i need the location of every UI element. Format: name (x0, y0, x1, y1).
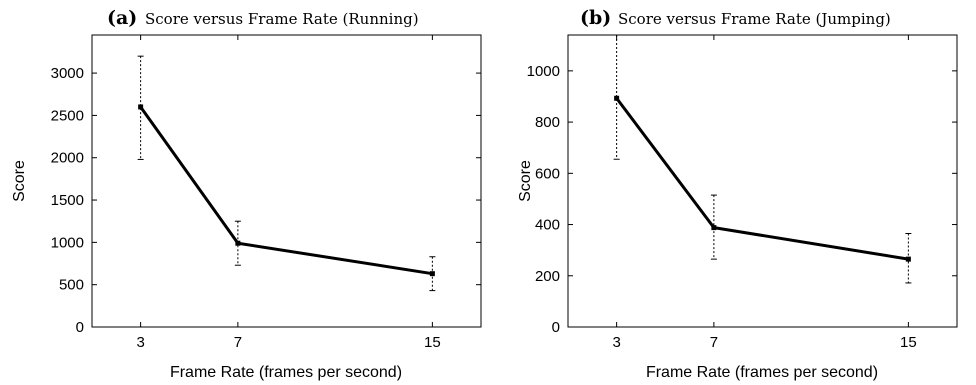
panel-a-series (137, 55, 436, 292)
panel-a-data-point (138, 104, 144, 110)
panel-b-y-tick-label: 0 (552, 319, 560, 336)
panel-b-series (613, 34, 912, 284)
panel-b-y-tick-label: 1000 (527, 63, 560, 80)
panel-a-running: (a) Score versus Frame Rate (Running) 0 5… (11, 7, 482, 381)
panel-b-x-tick-label: 7 (710, 334, 718, 351)
panel-a-y-axis-label: Score (11, 160, 28, 202)
panel-b-y-axis-label: Score (517, 160, 534, 202)
panel-b-x-axis-label: Frame Rate (frames per second) (646, 364, 878, 381)
panel-b-letter: (b) (580, 7, 611, 29)
panel-b-data-point (711, 225, 717, 231)
panel-a-y-tick-label: 2500 (51, 107, 84, 124)
panel-b-y-axis: 0 200 400 600 800 1000 (527, 63, 957, 336)
panel-a-x-tick-label: 7 (234, 334, 242, 351)
panel-a-x-tick-label: 15 (424, 334, 441, 351)
panel-b-jumping: (b) Score versus Frame Rate (Jumping) 0 2… (517, 7, 958, 381)
panel-a-x-tick-label: 3 (136, 334, 144, 351)
panel-b-y-tick-label: 600 (535, 165, 560, 182)
panel-a-y-tick-label: 3000 (51, 65, 84, 82)
panel-b-y-tick-label: 200 (535, 268, 560, 285)
panel-a-series-line (139, 106, 433, 276)
panel-a-y-tick-label: 500 (59, 277, 84, 294)
panel-b-y-tick-label: 800 (535, 114, 560, 131)
panel-a-y-tick-label: 2000 (51, 150, 84, 167)
panel-b-x-tick-label: 15 (900, 334, 917, 351)
panel-a-title: Score versus Frame Rate (Running) (145, 10, 419, 28)
panel-a-y-tick-label: 1500 (51, 192, 84, 209)
panel-a-data-point (429, 271, 435, 277)
panel-a-y-tick-label: 1000 (51, 234, 84, 251)
panel-a-letter: (a) (107, 7, 137, 29)
panel-a-y-tick-label: 0 (76, 319, 84, 336)
panel-b-data-point (614, 95, 620, 101)
panel-b-series-line (615, 97, 909, 261)
panel-a-y-axis: 0 500 1000 1500 2000 2500 3000 (51, 65, 481, 336)
panel-a-x-axis-label: Frame Rate (frames per second) (170, 364, 402, 381)
panel-b-title: Score versus Frame Rate (Jumping) (618, 10, 891, 28)
panel-a-plot-frame (91, 34, 482, 328)
panel-b-data-point (905, 256, 911, 262)
panel-b-plot-frame (567, 34, 958, 328)
panel-b-x-axis: 3 7 15 (612, 35, 917, 351)
panel-b-y-tick-label: 400 (535, 217, 560, 234)
panel-a-data-point (235, 240, 241, 246)
panel-a-x-axis: 3 7 15 (136, 35, 441, 351)
panel-b-x-tick-label: 3 (612, 334, 620, 351)
